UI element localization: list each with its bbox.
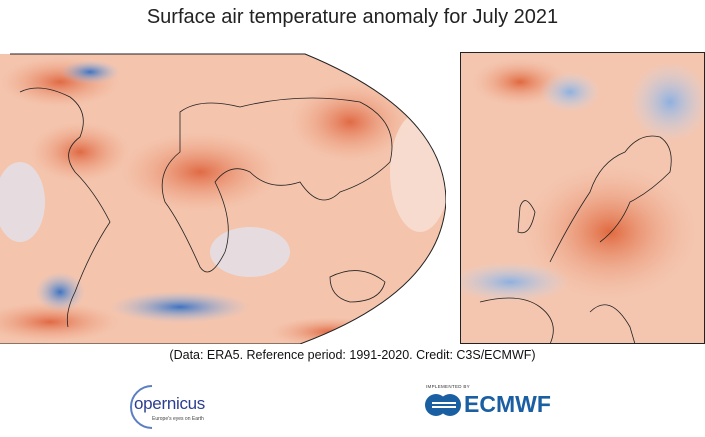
copernicus-arc-icon	[130, 385, 153, 429]
copernicus-logo: opernicus Europe's eyes on Earth	[122, 382, 205, 437]
ecmwf-emblem-icon	[425, 394, 461, 416]
data-credit: (Data: ERA5. Reference period: 1991-2020…	[169, 348, 536, 362]
global-anomaly-map	[0, 53, 446, 344]
map-title: Surface air temperature anomaly for July…	[146, 6, 559, 28]
europe-anomaly-map	[460, 52, 705, 344]
